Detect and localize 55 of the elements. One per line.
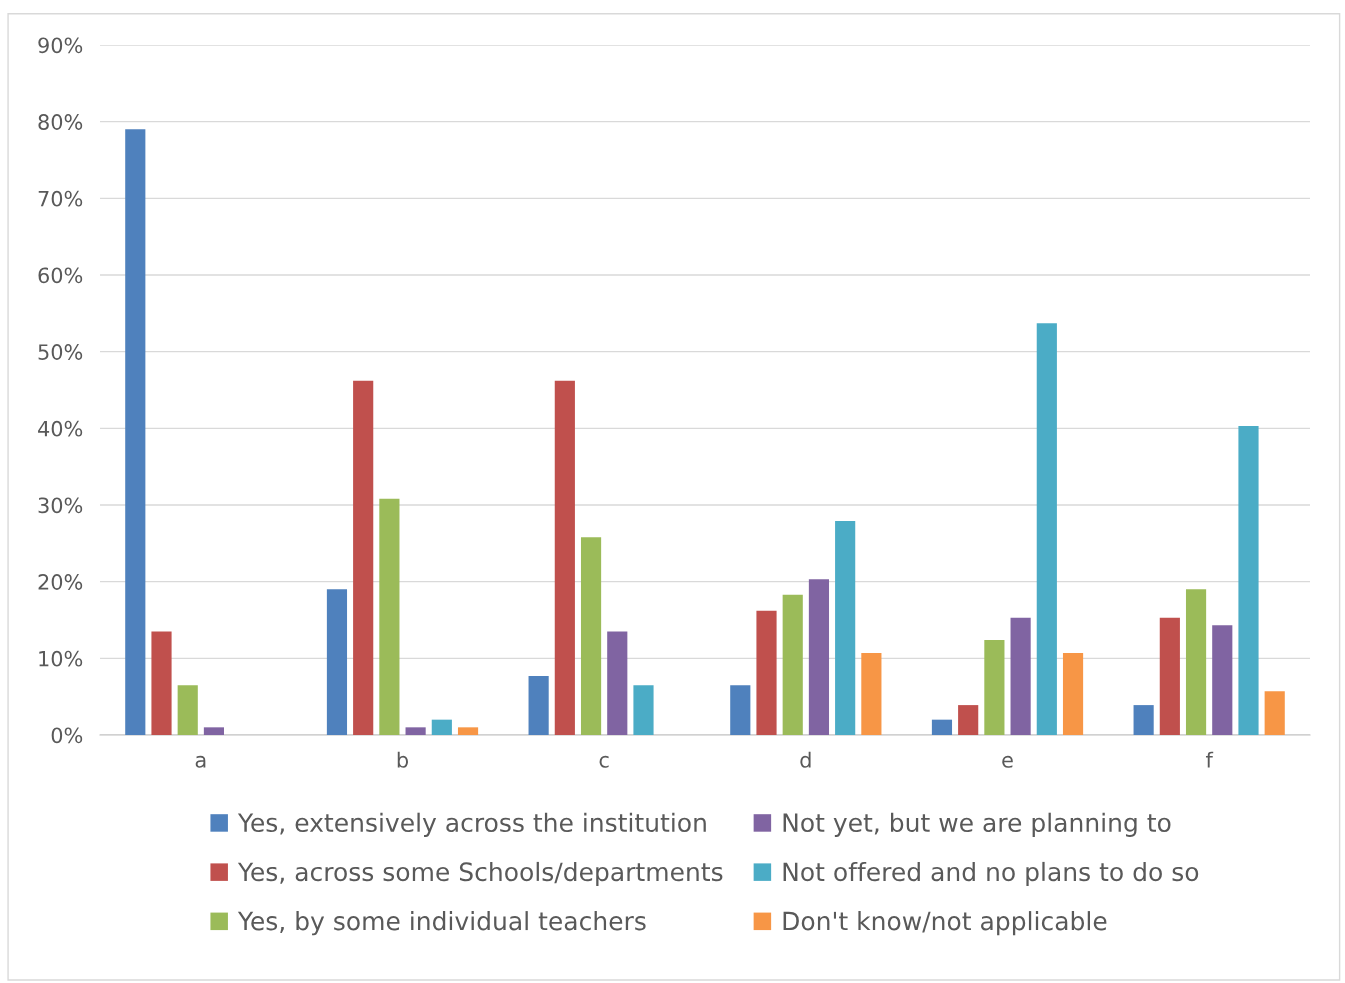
bar — [808, 579, 830, 735]
legend-label: Not yet, but we are planning to — [783, 812, 1171, 837]
bar — [1185, 589, 1207, 735]
bar — [431, 719, 452, 735]
legend-label: Yes, across some Schools/departments — [237, 861, 723, 887]
bar — [353, 380, 374, 735]
legend-label: Yes, by some individual teachers — [237, 911, 646, 936]
bar — [1036, 323, 1057, 735]
bar — [203, 727, 225, 735]
bar — [984, 639, 1005, 735]
bar — [1062, 652, 1084, 735]
bar — [756, 610, 777, 735]
bar — [580, 537, 602, 735]
y-tick-label: 20% — [38, 574, 83, 590]
bar — [405, 727, 426, 735]
x-tick-label: b — [397, 751, 408, 768]
bar — [607, 631, 628, 735]
bar — [379, 498, 400, 735]
bar — [730, 685, 751, 735]
y-tick-label: 30% — [38, 497, 83, 514]
legend-label: Not offered and no plans to do so — [783, 861, 1199, 887]
x-tick-label: f — [1205, 751, 1214, 768]
y-tick-label: 10% — [39, 650, 83, 667]
bar — [1264, 691, 1285, 735]
x-tick-label: a — [195, 755, 206, 768]
y-tick-label: 70% — [38, 190, 83, 207]
bar — [326, 589, 348, 735]
legend-label: Don't know/not applicable — [783, 911, 1107, 936]
bar — [177, 685, 198, 735]
y-tick-label: 50% — [38, 344, 83, 360]
legend-label: Yes, extensively across the institution — [237, 812, 706, 837]
bar — [151, 631, 172, 735]
bar — [1010, 617, 1031, 735]
bar — [835, 521, 856, 735]
bar — [958, 705, 979, 735]
bar — [782, 594, 803, 735]
y-tick-label: 90% — [38, 37, 83, 54]
bar — [861, 652, 882, 735]
bar — [1133, 705, 1154, 735]
bar — [554, 380, 575, 735]
bar — [528, 675, 549, 735]
y-tick-label: 60% — [38, 267, 83, 284]
bar — [1212, 625, 1233, 735]
x-tick-label: e — [1002, 755, 1013, 768]
bar — [931, 719, 953, 735]
bar — [125, 129, 146, 735]
y-tick-label: 0% — [51, 727, 83, 744]
bar — [1238, 426, 1259, 735]
x-tick-label: c — [599, 755, 609, 768]
y-tick-label: 80% — [38, 114, 83, 130]
bar — [1159, 617, 1180, 735]
x-tick-label: d — [800, 751, 811, 768]
bar — [457, 727, 479, 735]
bar — [633, 685, 654, 735]
y-tick-label: 40% — [38, 420, 83, 437]
